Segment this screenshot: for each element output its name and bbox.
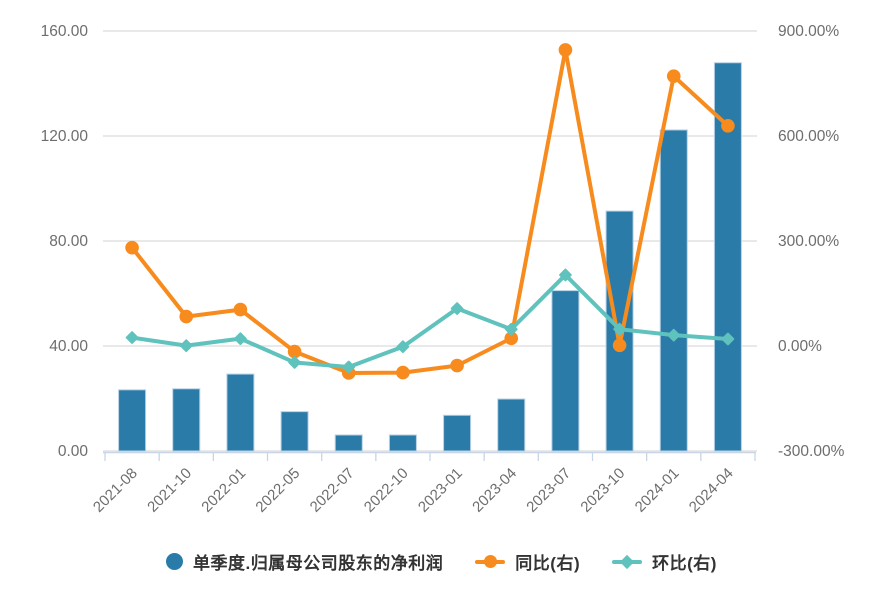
- right-axis-label: 0.00%: [778, 338, 822, 355]
- x-axis-label: 2023-04: [469, 465, 520, 516]
- yoy-line-point-2024-04[interactable]: [721, 119, 735, 133]
- mom-line-point-2023-07[interactable]: [559, 268, 573, 282]
- plot-area: 160.00 900.00% 120.00 600.00% 80.00 300.00% 40…: [41, 23, 845, 516]
- legend: 单季度.归属母公司股东的净利润 同比(右) 环比(右): [0, 549, 883, 574]
- yoy-line-point-2022-05[interactable]: [287, 344, 302, 359]
- mom-line-point-2022-01[interactable]: [234, 332, 248, 346]
- bar-2023-01[interactable]: [443, 414, 472, 452]
- yoy-line-point-2021-10[interactable]: [179, 309, 194, 324]
- yoy-line-point-2021-08[interactable]: [125, 240, 139, 255]
- mom-line-point-2022-07[interactable]: [342, 360, 356, 374]
- mom-line-point-2024-01[interactable]: [667, 328, 681, 342]
- yoy-series-marker-icon: [475, 554, 506, 569]
- legend-item-mom[interactable]: 环比(右): [612, 549, 717, 574]
- mom-line-point-2021-10[interactable]: [179, 339, 193, 353]
- legend-item-net-profit[interactable]: 单季度.归属母公司股东的净利润: [166, 549, 443, 574]
- mom-line-point-2024-04[interactable]: [721, 332, 735, 346]
- bar-2022-05[interactable]: [280, 411, 309, 452]
- bar-series-marker-icon: [166, 553, 184, 570]
- bar-2022-01[interactable]: [226, 373, 255, 452]
- mom-line-point-2022-10[interactable]: [396, 340, 410, 354]
- x-axis-label: 2022-01: [198, 465, 249, 516]
- left-axis-label: 120.00: [41, 128, 89, 145]
- left-axis-label: 0.00: [58, 443, 89, 460]
- bar-2023-04[interactable]: [497, 398, 526, 452]
- right-axis-label: 600.00%: [778, 128, 839, 145]
- bar-2022-07[interactable]: [334, 434, 363, 452]
- legend-item-yoy[interactable]: 同比(右): [475, 549, 580, 574]
- x-axis-label: 2021-08: [90, 465, 141, 516]
- yoy-line-point-2023-04[interactable]: [504, 331, 519, 346]
- x-axis-labels: 2021-08 2021-10 2022-01 2022-05 2022-07 2022-…: [90, 465, 737, 516]
- yoy-line-point-2022-01[interactable]: [233, 302, 248, 317]
- mom-line-point-2023-04[interactable]: [504, 322, 518, 336]
- bar-series: [118, 62, 742, 452]
- right-axis-label: 900.00%: [778, 23, 839, 40]
- x-axis-label: 2021-10: [144, 465, 195, 516]
- x-axis-label: 2022-10: [361, 465, 412, 516]
- x-axis: [103, 451, 756, 461]
- legend-label-net-profit: 单季度.归属母公司股东的净利润: [193, 554, 444, 573]
- bar-2021-08[interactable]: [118, 389, 147, 452]
- x-axis-label: 2023-07: [523, 465, 574, 516]
- yoy-line-point-2023-07[interactable]: [558, 43, 573, 57]
- yoy-line: [125, 43, 735, 380]
- right-axis-label: 300.00%: [778, 233, 839, 250]
- x-axis-label: 2023-10: [577, 465, 628, 516]
- legend-label-mom: 环比(右): [652, 554, 717, 573]
- x-axis-label: 2024-04: [686, 465, 737, 516]
- yoy-line-point-2023-01[interactable]: [450, 358, 464, 373]
- right-axis-label: -300.00%: [778, 443, 845, 460]
- mom-line-point-2023-10[interactable]: [613, 322, 627, 336]
- left-axis-label: 160.00: [41, 23, 89, 40]
- axis-tick-labels: 160.00 900.00% 120.00 600.00% 80.00 300.00% 40…: [41, 23, 845, 460]
- legend-label-yoy: 同比(右): [515, 554, 581, 573]
- gridlines: [103, 30, 757, 452]
- yoy-line-point-2022-10[interactable]: [396, 365, 410, 380]
- bar-2023-07[interactable]: [551, 290, 580, 452]
- bar-2022-10[interactable]: [388, 434, 417, 452]
- left-axis-label: 80.00: [49, 233, 88, 250]
- bar-2021-10[interactable]: [172, 388, 201, 452]
- bar-2024-01[interactable]: [659, 129, 688, 452]
- mom-series-marker-icon: [612, 554, 643, 569]
- x-axis-label: 2022-05: [252, 465, 303, 516]
- mom-line-point-2021-08[interactable]: [125, 331, 139, 345]
- mom-line: [125, 268, 735, 374]
- x-axis-label: 2024-01: [632, 465, 683, 516]
- mom-line-point-2023-01[interactable]: [450, 302, 464, 316]
- left-axis-label: 40.00: [49, 338, 88, 355]
- x-axis-label: 2022-07: [307, 465, 358, 516]
- yoy-line-point-2023-10[interactable]: [612, 338, 627, 353]
- x-axis-label: 2023-01: [415, 465, 466, 516]
- mom-line-point-2022-05[interactable]: [288, 356, 302, 370]
- yoy-line-point-2024-01[interactable]: [666, 69, 681, 83]
